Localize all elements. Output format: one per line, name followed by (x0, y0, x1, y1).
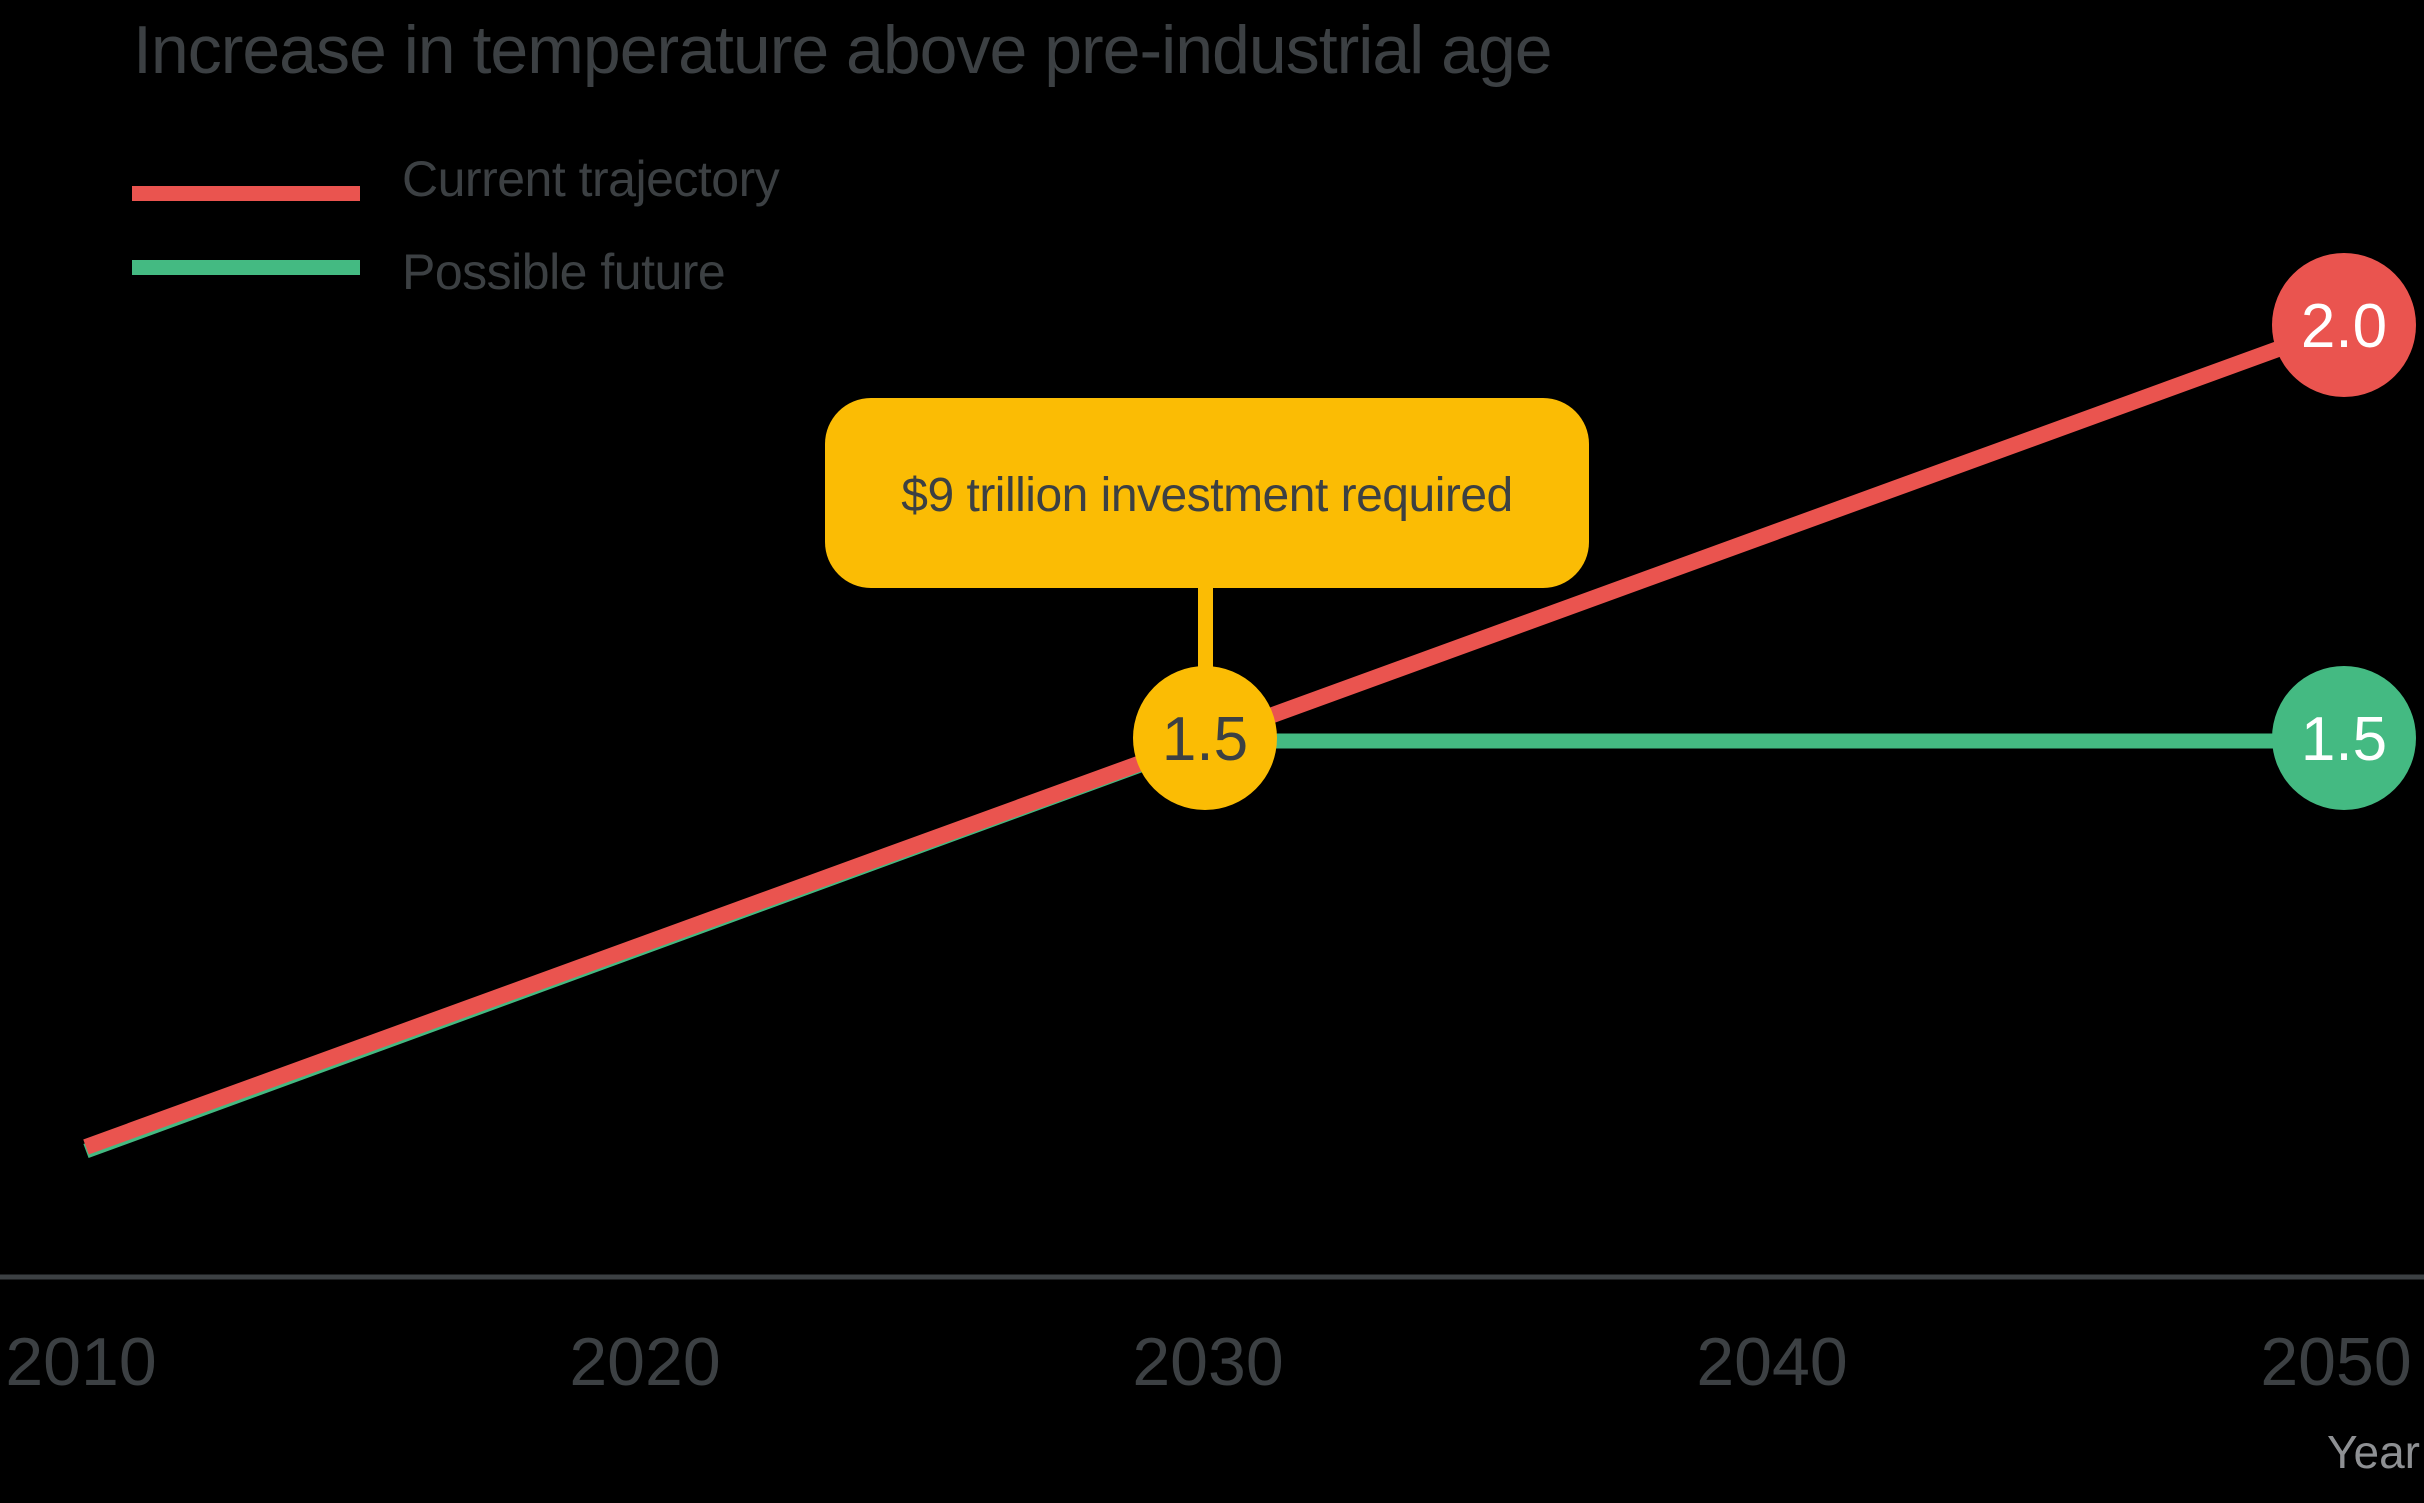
endpoint-current-trajectory: 2.0 (2272, 253, 2416, 397)
x-tick-2020: 2020 (569, 1324, 720, 1400)
callout-text: $9 trillion investment required (901, 469, 1512, 522)
callout-bubble (825, 398, 1589, 588)
green-endpoint-label: 1.5 (2301, 705, 2387, 774)
investment-callout: $9 trillion investment required 1.5 (825, 398, 1589, 810)
red-endpoint-circle (2272, 253, 2416, 397)
x-axis-unit-label: Year (2327, 1426, 2420, 1478)
x-tick-2010: 2010 (5, 1324, 156, 1400)
x-tick-2050: 2050 (2260, 1324, 2411, 1400)
green-endpoint-circle (2272, 666, 2416, 810)
callout-stem (1198, 575, 1213, 690)
legend-item-current-trajectory: Current trajectory (132, 151, 780, 207)
legend-item-possible-future: Possible future (132, 244, 726, 300)
red-endpoint-label: 2.0 (2301, 292, 2387, 361)
x-tick-2030: 2030 (1132, 1324, 1283, 1400)
chart-title: Increase in temperature above pre-indust… (133, 12, 1552, 88)
x-tick-2040: 2040 (1696, 1324, 1847, 1400)
legend-label-current-trajectory: Current trajectory (402, 151, 780, 207)
legend-label-possible-future: Possible future (402, 244, 725, 300)
legend-swatch-current-trajectory (132, 186, 360, 201)
endpoint-possible-future: 1.5 (2272, 666, 2416, 810)
legend-swatch-possible-future (132, 260, 360, 275)
callout-marker-label: 1.5 (1162, 705, 1248, 774)
callout-marker-circle (1133, 666, 1277, 810)
x-axis: 2010 2020 2030 2040 2050 Year (0, 1274, 2424, 1478)
legend: Current trajectory Possible future (132, 151, 780, 300)
